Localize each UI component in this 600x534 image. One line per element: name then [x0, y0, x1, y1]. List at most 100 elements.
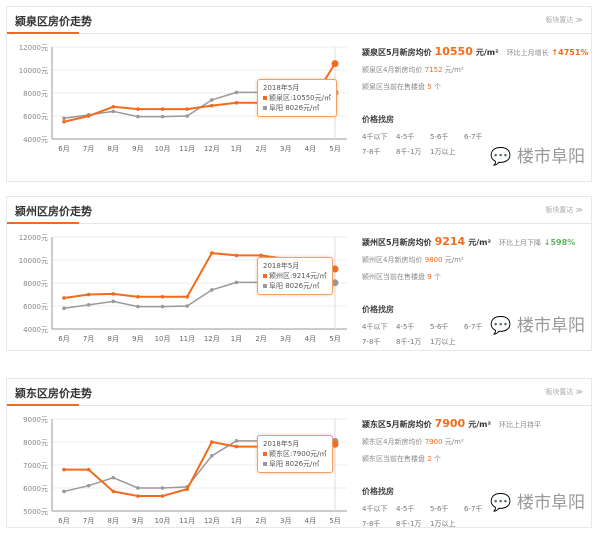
data-point [160, 304, 165, 309]
wechat-icon: 💬 [490, 147, 512, 167]
data-point [210, 440, 214, 444]
prev-price: 7152 [424, 66, 443, 74]
price-range-link[interactable]: 4-5千 [396, 133, 415, 141]
price-range-link[interactable]: 1万以上 [430, 520, 456, 528]
watermark-text: 楼市阜阳 [517, 316, 585, 336]
avg-price: 9214 [434, 235, 466, 248]
prev-unit: 元/m² [444, 256, 464, 264]
data-point [331, 440, 339, 448]
tooltip-district: 颍州区:9214元/㎡ [269, 272, 327, 280]
price-range-grid: 4千以下 4-5千 5-6千 6-7千 7-8千 8千-1万 1万以上 [362, 132, 498, 157]
x-tick-label: 8月 [108, 145, 119, 153]
city-legend-icon [263, 106, 267, 110]
x-tick-label: 4月 [305, 145, 316, 153]
y-tick-label: 12000元 [19, 234, 48, 242]
price-range-link[interactable]: 4-5千 [396, 505, 415, 513]
x-tick-label: 5月 [329, 335, 340, 343]
prev-label: 颍泉区4月新房均价 [362, 66, 423, 74]
more-link[interactable]: 板块置达 ≫ [545, 206, 583, 214]
x-tick-label: 5月 [329, 145, 340, 153]
price-range-link[interactable]: 5-6千 [430, 505, 449, 513]
price-search-heading: 价格找房 [362, 115, 394, 124]
panel-title: 颍泉区房价走势 [7, 13, 92, 34]
y-tick-label: 8000元 [23, 439, 48, 447]
data-point [160, 114, 165, 119]
price-range-link[interactable]: 7-8千 [362, 338, 381, 346]
more-link[interactable]: 板块置达 ≫ [545, 16, 583, 24]
chart-tooltip: 2018年5月 颍泉区:10550元/㎡ 阜阳 8026元/㎡ [257, 79, 337, 117]
data-point [111, 105, 116, 109]
x-tick-label: 4月 [305, 335, 316, 343]
price-range-link[interactable]: 8千-1万 [396, 148, 422, 156]
price-range-link[interactable]: 1万以上 [430, 338, 456, 346]
chart-tooltip: 2018年5月 颍州区:9214元/㎡ 阜阳 8026元/㎡ [257, 257, 333, 295]
data-point [62, 306, 66, 311]
y-tick-label: 8000元 [23, 90, 48, 98]
price-unit: 元/m² [475, 48, 499, 57]
compare-label: 环比上月下降 [498, 239, 541, 247]
price-trend-panel: 颍东区房价走势 板块置达 ≫ 颍东区5月新房均价 7900 元/m² 环比上月持平 颍… [6, 378, 592, 528]
price-range-link[interactable]: 6-7千 [464, 323, 483, 331]
price-range-link[interactable]: 4千以下 [362, 323, 388, 331]
change-value: ↓598% [543, 238, 576, 247]
price-range-link[interactable]: 4-5千 [396, 323, 415, 331]
price-range-link[interactable]: 5-6千 [430, 323, 449, 331]
data-point [86, 467, 91, 472]
data-point [331, 265, 339, 273]
price-range-link[interactable]: 5-6千 [430, 133, 449, 141]
price-range-link[interactable]: 1万以上 [430, 148, 456, 156]
district-legend-icon [263, 274, 267, 278]
x-tick-label: 11月 [179, 335, 195, 343]
x-tick-label: 10月 [155, 517, 171, 525]
data-point [136, 494, 140, 498]
data-point [210, 454, 214, 458]
price-info: 颍东区5月新房均价 7900 元/m² 环比上月持平 颍东区4月新房均价 7900 元… [362, 409, 587, 529]
more-link[interactable]: 板块置达 ≫ [545, 388, 583, 396]
district-legend-icon [263, 452, 267, 456]
price-unit: 元/m² [468, 420, 491, 429]
price-range-link[interactable]: 4千以下 [362, 505, 388, 513]
price-range-link[interactable]: 7-8千 [362, 520, 381, 528]
prev-unit: 元/m² [444, 66, 464, 74]
price-range-grid: 4千以下 4-5千 5-6千 6-7千 7-8千 8千-1万 1万以上 [362, 322, 498, 347]
compare-label: 环比上月增长 [506, 49, 549, 57]
data-point [86, 114, 91, 118]
tooltip-city: 阜阳 8026元/㎡ [269, 104, 320, 112]
data-point [185, 295, 189, 299]
y-tick-label: 4000元 [23, 136, 48, 144]
count-label: 颍州区当前在售楼盘 [362, 273, 425, 281]
price-range-link[interactable]: 7-8千 [362, 148, 381, 156]
data-point [234, 444, 239, 449]
price-range-link[interactable]: 6-7千 [464, 505, 483, 513]
price-info: 颍州区5月新房均价 9214 元/m² 环比上月下降 ↓598% 颍州区4月新房均价 … [362, 227, 587, 347]
data-point [111, 299, 116, 304]
data-point [62, 489, 66, 494]
price-range-link[interactable]: 6-7千 [464, 133, 483, 141]
price-trend-panel: 颍州区房价走势 板块置达 ≫ 颍州区5月新房均价 9214 元/m² 环比上月下降 ↓… [6, 196, 592, 351]
price-range-link[interactable]: 4千以下 [362, 133, 388, 141]
tooltip-city: 阜阳 8026元/㎡ [269, 460, 320, 468]
panel-header: 颍泉区房价走势 板块置达 ≫ [7, 7, 591, 34]
tooltip-title: 2018年5月 [263, 262, 300, 270]
prev-price: 9800 [424, 256, 443, 264]
count-value: 2 [427, 455, 432, 463]
x-tick-label: 3月 [280, 145, 291, 153]
prev-price: 7900 [424, 438, 443, 446]
x-tick-label: 1月 [231, 145, 242, 153]
x-tick-label: 3月 [280, 335, 291, 343]
x-tick-label: 11月 [179, 145, 195, 153]
x-tick-label: 6月 [58, 335, 69, 343]
headline-label: 颍东区5月新房均价 [362, 420, 432, 429]
price-range-link[interactable]: 8千-1万 [396, 338, 422, 346]
x-tick-label: 4月 [305, 517, 316, 525]
count-value: 5 [427, 83, 432, 91]
data-point [111, 489, 116, 494]
price-range-link[interactable]: 8千-1万 [396, 520, 422, 528]
prev-unit: 元/m² [444, 438, 464, 446]
count-unit: 个 [433, 83, 441, 91]
x-tick-label: 9月 [132, 335, 143, 343]
x-tick-label: 12月 [204, 335, 220, 343]
y-tick-label: 8000元 [23, 280, 48, 288]
x-tick-label: 6月 [58, 145, 69, 153]
prev-label: 颍东区4月新房均价 [362, 438, 423, 446]
